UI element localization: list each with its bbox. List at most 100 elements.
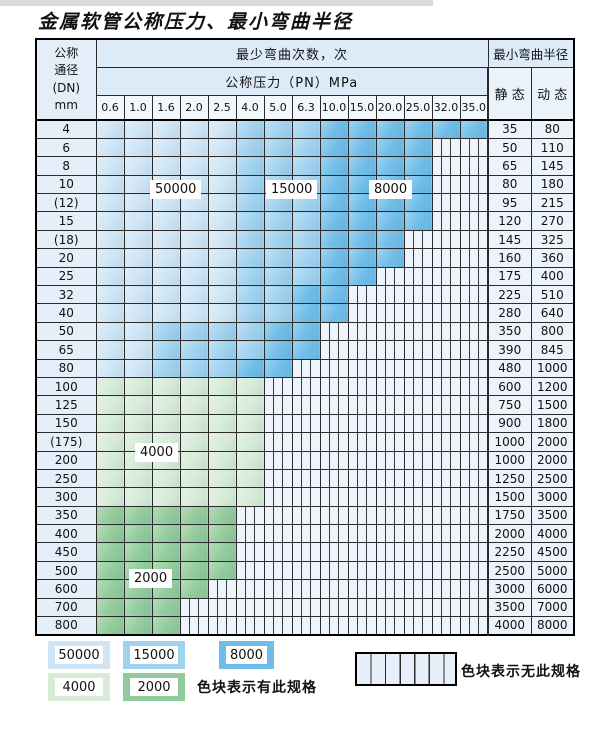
dn-cell: 20 — [35, 248, 97, 268]
dynamic-radius-cell: 1800 — [530, 413, 575, 434]
pn-cell-no-spec — [347, 340, 377, 360]
static-radius-cell: 390 — [487, 340, 532, 360]
pn-cell-available — [319, 303, 349, 323]
pn-cell-no-spec — [291, 395, 321, 415]
pn-cell-no-spec — [319, 524, 349, 544]
legend-has-spec-text: 色块表示有此规格 — [197, 680, 317, 696]
pn-cell-no-spec — [459, 487, 489, 507]
pn-cell-available — [235, 487, 265, 507]
pn-cell-available — [123, 358, 153, 378]
static-radius-cell: 4000 — [487, 616, 532, 636]
pn-cell-no-spec — [459, 413, 489, 434]
pn-cell-available — [263, 119, 293, 139]
pn-cell-no-spec — [403, 505, 433, 526]
dn-cell: 200 — [35, 450, 97, 470]
pn-cell-no-spec — [375, 340, 405, 360]
pn-cell-no-spec — [263, 542, 293, 562]
pn-cell-available — [151, 524, 181, 544]
pn-cell-no-spec — [431, 450, 461, 470]
pn-cell-no-spec — [459, 266, 489, 287]
pn-cell-no-spec — [347, 432, 377, 452]
dynamic-radius-cell: 845 — [530, 340, 575, 360]
pn-cell-no-spec — [375, 395, 405, 415]
dn-cell: 6 — [35, 137, 97, 158]
pn-cell-no-spec — [291, 413, 321, 434]
pn-cell-available — [179, 156, 209, 176]
static-radius-cell: 50 — [487, 137, 532, 158]
pn-cell-available — [123, 137, 153, 158]
pn-cell-available — [151, 303, 181, 323]
pn-cell-available — [263, 266, 293, 287]
dynamic-radius-cell: 640 — [530, 303, 575, 323]
pn-cell-no-spec — [347, 597, 377, 618]
dn-cell: 350 — [35, 505, 97, 526]
dynamic-radius-cell: 8000 — [530, 616, 575, 636]
pn-cell-no-spec — [319, 340, 349, 360]
pn-cell-no-spec — [403, 321, 433, 342]
pn-cell-no-spec — [459, 616, 489, 636]
pn-cell-available — [235, 395, 265, 415]
pn-cell-no-spec — [459, 432, 489, 452]
pn-cell-available — [235, 432, 265, 452]
pn-cell-available — [207, 395, 237, 415]
dynamic-radius-cell: 400 — [530, 266, 575, 287]
pn-cell-available — [151, 229, 181, 250]
pn-cell-available — [375, 211, 405, 231]
pn-cell-available — [95, 303, 125, 323]
pn-cell-available — [403, 137, 433, 158]
dn-cell: (18) — [35, 229, 97, 250]
pn-cell-no-spec — [319, 395, 349, 415]
pn-cell-no-spec — [431, 487, 461, 507]
pn-cell-no-spec — [431, 579, 461, 599]
static-radius-cell: 160 — [487, 248, 532, 268]
pn-cell-available — [151, 505, 181, 526]
pn-cell-available — [123, 413, 153, 434]
table-row: 350 1750 3500 — [35, 505, 575, 526]
pn-cell-available — [179, 395, 209, 415]
pn-cell-no-spec — [375, 487, 405, 507]
pn-cell-no-spec — [319, 579, 349, 599]
pn-cell-no-spec — [403, 468, 433, 489]
pn-cell-available — [207, 303, 237, 323]
dynamic-radius-cell: 800 — [530, 321, 575, 342]
pn-tick: 2.5 — [207, 94, 237, 121]
dn-cell: 80 — [35, 358, 97, 378]
pn-cell-no-spec — [403, 376, 433, 397]
pn-cell-no-spec — [431, 376, 461, 397]
pn-cell-available — [235, 285, 265, 305]
pn-cell-no-spec — [291, 524, 321, 544]
pn-cell-no-spec — [459, 211, 489, 231]
dn-cell: 700 — [35, 597, 97, 618]
pn-cell-available — [263, 285, 293, 305]
pn-cell-no-spec — [459, 193, 489, 213]
pn-cell-available — [151, 340, 181, 360]
scan-edge-strip — [0, 0, 433, 6]
pn-cell-available — [151, 211, 181, 231]
dn-cell: 125 — [35, 395, 97, 415]
pn-cell-available — [207, 193, 237, 213]
pn-cell-no-spec — [347, 321, 377, 342]
pn-cell-available — [151, 468, 181, 489]
pn-cell-available — [179, 560, 209, 581]
pn-cell-available — [235, 119, 265, 139]
pn-cell-available — [207, 524, 237, 544]
dn-cell: 4 — [35, 119, 97, 139]
pn-cell-no-spec — [431, 211, 461, 231]
pn-cell-available — [95, 413, 125, 434]
pn-cell-available — [95, 174, 125, 195]
static-radius-cell: 145 — [487, 229, 532, 250]
table-row: 40 280 640 — [35, 303, 575, 323]
pn-cell-available — [151, 395, 181, 415]
pn-cell-no-spec — [459, 376, 489, 397]
dynamic-radius-cell: 2000 — [530, 450, 575, 470]
pn-tick: 35.0 — [459, 94, 489, 121]
pn-cell-no-spec — [263, 487, 293, 507]
pn-cell-available — [123, 119, 153, 139]
bend-cycles-label: 4000 — [135, 443, 179, 462]
legend-value: 4000 — [55, 678, 103, 696]
static-radius-cell: 2500 — [487, 560, 532, 581]
pn-cell-available — [207, 450, 237, 470]
static-column-header: 静 态 — [487, 66, 532, 121]
dn-cell: 10 — [35, 174, 97, 195]
